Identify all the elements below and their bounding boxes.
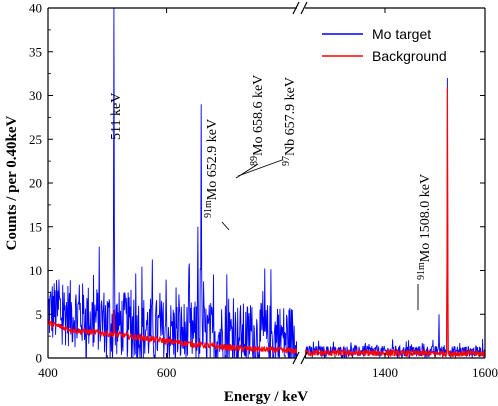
series-line-mo-target-seg1: [48, 8, 297, 358]
annotation-511: 511 keV: [109, 93, 124, 140]
y-tick-label: 15: [29, 219, 42, 234]
axis-break-mark: [300, 1, 308, 15]
annotation-nb97-657: 97Nb 657.9 keV: [281, 77, 299, 166]
axis-break-gap: [297, 2, 305, 14]
labels-layer: 0 5 10 15 20 25 30 35 40 400 600 1400 1600 Energy / k…: [4, 1, 498, 406]
annotation-mo89-658-text: Mo 658.6 keV: [251, 75, 266, 156]
axis-break-mark: [292, 1, 300, 15]
x-tick-label: 1600: [472, 365, 498, 380]
annotation-mo91m-1508-sup: 91m: [416, 262, 427, 280]
series-line-background-seg2: [305, 86, 485, 358]
y-axis-title: Counts / per 0.40keV: [4, 115, 20, 250]
annotation-nb97-657-text: Nb 657.9 keV: [283, 77, 298, 156]
x-tick-label: 600: [157, 365, 177, 380]
annotation-mo91m-1508: 91mMo 1508.0 keV: [416, 174, 434, 280]
y-tick-label: 0: [36, 351, 43, 366]
y-tick-label: 30: [29, 88, 42, 103]
legend: Mo target Background: [322, 26, 447, 64]
axis-break-mark: [300, 351, 308, 365]
series-line-mo-target-seg2: [305, 77, 485, 358]
annotation-mo91m-1508-text: Mo 1508.0 keV: [418, 174, 433, 262]
annotation-mo91m-652-sup: 91m: [203, 200, 214, 218]
annotation-nb97-657-sup: 97: [281, 156, 292, 166]
series-line-background-seg1: [48, 309, 297, 355]
y-tick-label: 35: [29, 44, 42, 59]
axis-break-gap: [297, 352, 305, 364]
legend-label-background: Background: [372, 48, 447, 64]
x-tick-label: 400: [38, 365, 58, 380]
annotation-leader: [237, 159, 283, 177]
x-tick-label: 1400: [372, 365, 398, 380]
axis-break-mark: [292, 351, 300, 365]
annotation-mo91m-652-text: Mo 652.9 keV: [205, 119, 220, 200]
annotation-mo89-658-sup: 89: [249, 156, 260, 166]
annotation-511-text: 511 keV: [109, 93, 124, 140]
x-axis-title: Energy / keV: [224, 389, 308, 405]
y-tick-label: 5: [36, 307, 43, 322]
y-tick-label: 20: [29, 176, 42, 191]
y-tick-label: 10: [29, 263, 42, 278]
axes-layer: [47, 1, 486, 365]
annotation-leader: [221, 221, 230, 231]
annotation-mo89-658: 89Mo 658.6 keV: [249, 75, 267, 166]
annotation-mo91m-652: 91mMo 652.9 keV: [203, 119, 221, 218]
legend-label-mo-target: Mo target: [372, 26, 431, 42]
y-tick-label: 25: [29, 132, 42, 147]
y-tick-label: 40: [29, 1, 42, 16]
